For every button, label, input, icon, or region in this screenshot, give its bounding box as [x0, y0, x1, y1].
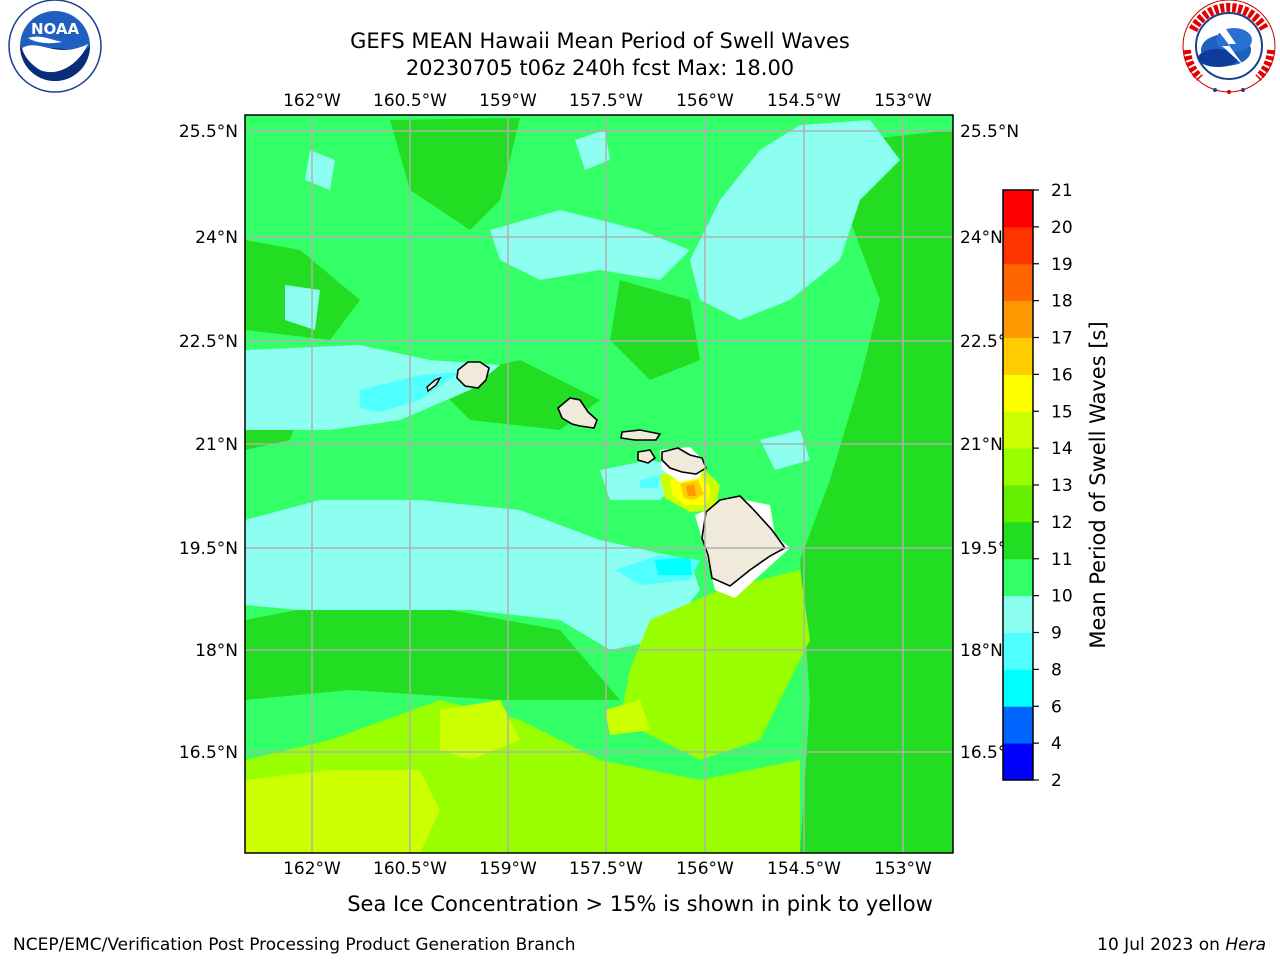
lat-label-right: 18°N — [960, 641, 1003, 661]
colorbar-swatch — [1003, 595, 1033, 633]
colorbar-tick-label: 11 — [1051, 550, 1073, 570]
lat-label-left: 18°N — [195, 641, 238, 661]
colorbar-swatch — [1003, 706, 1033, 744]
colorbar-label: Mean Period of Swell Waves [s] — [1086, 321, 1110, 648]
colorbar-tick-label: 10 — [1051, 587, 1073, 607]
map-gridlines — [245, 115, 953, 853]
colorbar-swatch — [1003, 632, 1033, 670]
colorbar-tick-label: 18 — [1051, 292, 1073, 312]
lon-label-bottom: 156°W — [676, 859, 734, 879]
lat-label-left: 25.5°N — [179, 122, 238, 142]
lon-label-bottom: 160.5°W — [373, 859, 447, 879]
maui-island — [661, 447, 707, 475]
lat-label-left: 21°N — [195, 435, 238, 455]
colorbar-tick-label: 6 — [1051, 697, 1062, 717]
map-axis-labels: 162°W 162°W 160.5°W 160.5°W 159°W 159°W 157.5°… — [179, 91, 1019, 879]
big-island — [701, 495, 787, 587]
colorbar-tick-label: 19 — [1051, 255, 1073, 275]
swell-period-field — [245, 115, 953, 853]
colorbar-tick-label: 9 — [1051, 624, 1062, 644]
lon-label-bottom: 162°W — [283, 859, 341, 879]
footer-date-text: 10 Jul 2023 on — [1097, 935, 1225, 955]
lon-label-top: 159°W — [479, 91, 537, 111]
lon-label-bottom: 154.5°W — [767, 859, 841, 879]
lat-label-right: 22.5° — [960, 332, 1006, 352]
lat-label-left: 16.5°N — [179, 743, 238, 763]
colorbar-tick-label: 16 — [1051, 365, 1073, 385]
colorbar-swatch — [1003, 485, 1033, 523]
hawaii-islands — [426, 361, 787, 587]
colorbar-tick-label: 8 — [1051, 660, 1062, 680]
lon-label-top: 153°W — [874, 91, 932, 111]
colorbar-swatch — [1003, 743, 1033, 781]
lon-label-bottom: 157.5°W — [569, 859, 643, 879]
lon-label-bottom: 153°W — [874, 859, 932, 879]
colorbar-swatch — [1003, 263, 1033, 302]
lat-label-left: 24°N — [195, 228, 238, 248]
colorbar-tick-label: 20 — [1051, 218, 1073, 238]
colorbar-tick-label: 14 — [1051, 439, 1073, 459]
colorbar-tick-label: 12 — [1051, 513, 1073, 533]
chart-subtitle: 20230705 t06z 240h fcst Max: 18.00 — [406, 56, 794, 80]
colorbar-tick-label: 15 — [1051, 402, 1073, 422]
molokai-island — [620, 429, 662, 441]
niihau-island — [426, 376, 442, 393]
lat-label-left: 19.5°N — [179, 539, 238, 559]
colorbar-swatch — [1003, 669, 1033, 707]
kauai-island — [456, 361, 490, 389]
lat-label-right: 25.5°N — [960, 122, 1019, 142]
lat-label-right: 21°N — [960, 435, 1003, 455]
lon-label-bottom: 159°W — [479, 859, 537, 879]
colorbar-tick-label: 13 — [1051, 476, 1073, 496]
chart-title: GEFS MEAN Hawaii Mean Period of Swell Wa… — [350, 29, 850, 53]
lat-label-right: 19.5° — [960, 539, 1006, 559]
lanai-island — [637, 449, 657, 464]
oahu-island — [557, 397, 598, 429]
colorbar-swatch — [1003, 411, 1033, 449]
map-frame — [244, 114, 954, 854]
nws-logo-icon — [1182, 0, 1276, 94]
lon-label-top: 160.5°W — [373, 91, 447, 111]
colorbar-swatch — [1003, 337, 1033, 375]
colorbar-tick-label: 4 — [1051, 734, 1062, 754]
lon-label-top: 157.5°W — [569, 91, 643, 111]
colorbar: 2 4 6 8 9 10 11 12 13 14 15 16 17 18 19 20 21 — [1002, 181, 1073, 791]
footer-branch: NCEP/EMC/Verification Post Processing Pr… — [13, 935, 576, 955]
noaa-logo-text: NOAA — [31, 20, 80, 38]
colorbar-swatch — [1003, 521, 1033, 560]
colorbar-swatch — [1003, 374, 1033, 412]
colorbar-swatch — [1003, 558, 1033, 597]
colorbar-tick-label: 21 — [1051, 181, 1073, 201]
colorbar-swatch — [1003, 226, 1033, 265]
lon-label-top: 162°W — [283, 91, 341, 111]
footer-date: 10 Jul 2023 on Hera — [1097, 935, 1266, 955]
sea-ice-caption: Sea Ice Concentration > 15% is shown in … — [347, 892, 933, 916]
lat-label-right: 16.5° — [960, 743, 1006, 763]
colorbar-swatch — [1003, 300, 1033, 338]
lon-label-top: 154.5°W — [767, 91, 841, 111]
lat-label-left: 22.5°N — [179, 332, 238, 352]
lat-label-right: 24°N — [960, 228, 1003, 248]
colorbar-tick-label: 17 — [1051, 329, 1073, 349]
colorbar-tick-label: 2 — [1051, 771, 1062, 791]
colorbar-swatch — [1003, 190, 1033, 228]
noaa-logo-icon: NOAA — [8, 0, 102, 93]
footer-host: Hera — [1225, 935, 1266, 955]
lon-label-top: 156°W — [676, 91, 734, 111]
colorbar-swatch — [1003, 448, 1033, 486]
